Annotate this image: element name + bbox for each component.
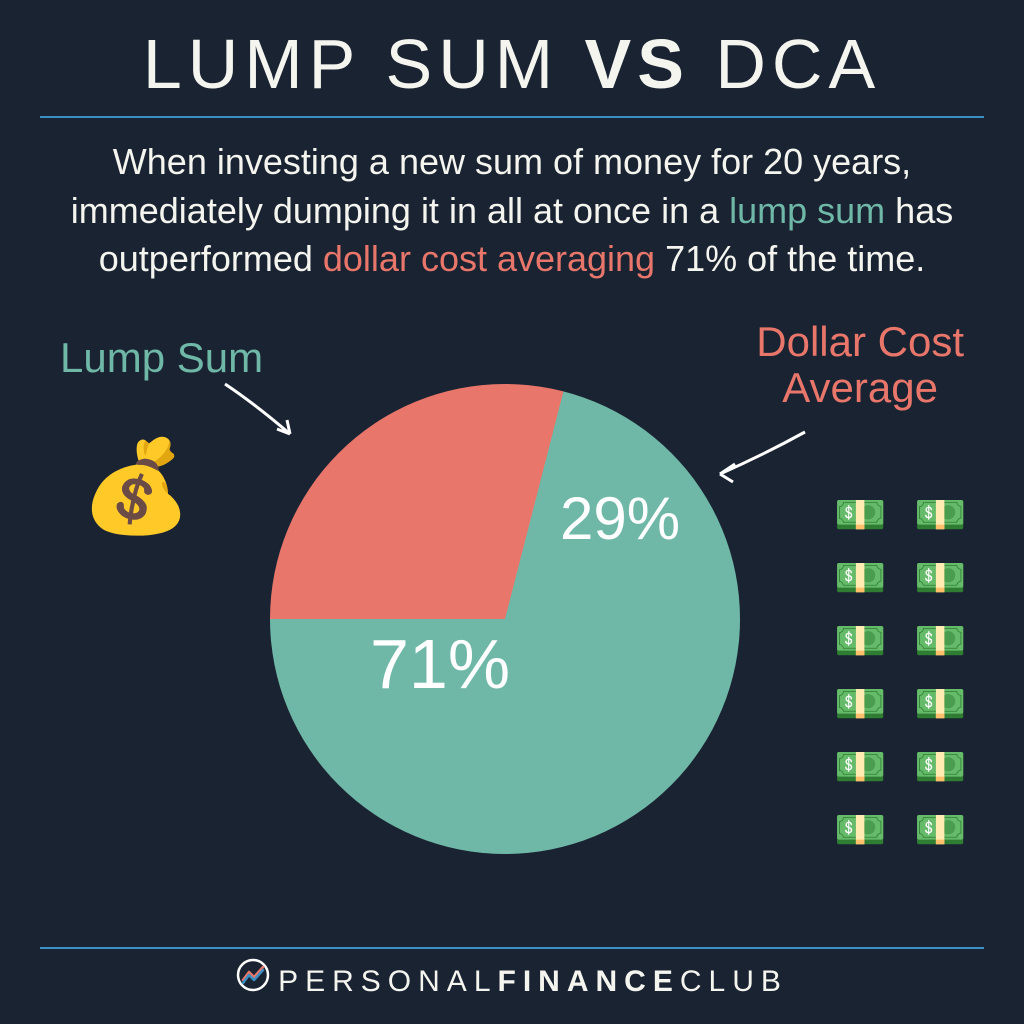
subtitle-post: 71% of the time. <box>655 238 925 279</box>
divider-top <box>40 116 984 118</box>
dca-label-line1: Dollar Cost <box>756 318 964 365</box>
main-title: LUMP SUM VS DCA <box>0 0 1024 104</box>
money-bag-icon: 💰 <box>80 434 192 539</box>
cash-stack-icon: 💵 <box>834 809 894 864</box>
footer-finance: FINANCE <box>498 965 680 998</box>
cash-stack-icon: 💵 <box>914 683 974 738</box>
cash-stack-icon: 💵 <box>914 809 974 864</box>
cash-stack-icon: 💵 <box>834 620 894 675</box>
footer-personal: PERSONAL <box>278 965 497 998</box>
cash-stack-icon: 💵 <box>914 620 974 675</box>
cash-stack-grid: 💵 💵 💵 💵 💵 💵 💵 💵 💵 💵 💵 💵 <box>834 494 974 864</box>
arrow-lump-icon <box>215 374 315 454</box>
cash-stack-icon: 💵 <box>834 494 894 549</box>
dca-label-line2: Average <box>782 364 938 411</box>
cash-stack-icon: 💵 <box>914 557 974 612</box>
title-vs: VS <box>585 25 690 103</box>
subtitle-dca: dollar cost averaging <box>323 238 655 279</box>
footer-logo-icon <box>236 958 270 1000</box>
cash-stack-icon: 💵 <box>834 746 894 801</box>
arrow-dca-icon <box>705 424 815 494</box>
cash-stack-icon: 💵 <box>914 494 974 549</box>
chart-area: Lump Sum Dollar Cost Average 💰 71% 29% 💵… <box>0 314 1024 934</box>
footer-club: CLUB <box>680 965 788 998</box>
title-left: LUMP SUM <box>143 25 559 103</box>
cash-stack-icon: 💵 <box>914 746 974 801</box>
subtitle-lump: lump sum <box>729 190 885 231</box>
cash-stack-icon: 💵 <box>834 557 894 612</box>
pie-slice-label-71: 71% <box>370 624 510 704</box>
pie-slice-label-29: 29% <box>560 484 680 553</box>
pie-chart <box>270 384 740 854</box>
title-right: DCA <box>715 25 881 103</box>
subtitle-text: When investing a new sum of money for 20… <box>50 138 974 284</box>
dca-label: Dollar Cost Average <box>756 319 964 411</box>
divider-bottom <box>40 947 984 949</box>
cash-stack-icon: 💵 <box>834 683 894 738</box>
footer-brand: PERSONALFINANCECLUB <box>0 962 1024 1004</box>
